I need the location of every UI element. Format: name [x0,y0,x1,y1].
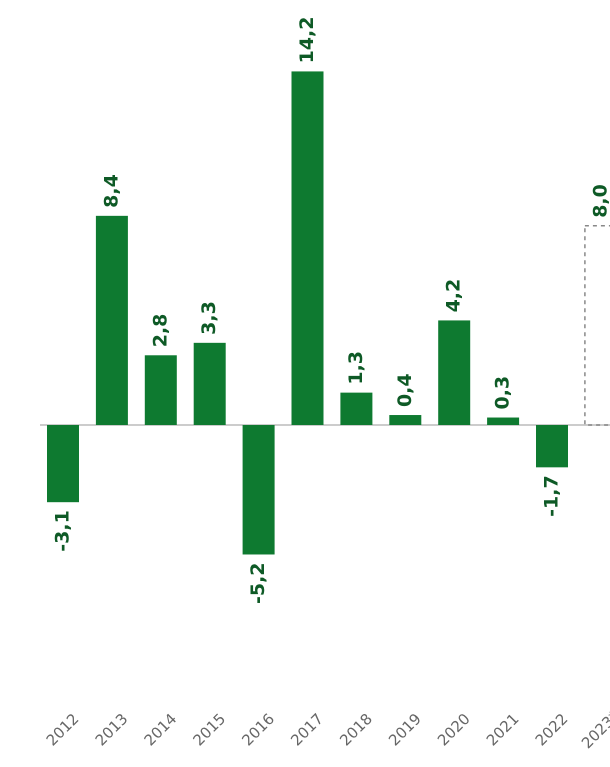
value-label: 8,0 [589,184,610,218]
value-label: 0,3 [492,376,514,410]
category-tick-label: 2021 [483,710,523,750]
bar-2017 [291,71,324,426]
category-tick-label: 2019 [385,710,425,750]
bar-2012 [47,425,79,503]
category-tick-label: 2013 [92,710,132,750]
category-tick-label: 2017 [287,710,327,750]
value-label: -3,1 [52,510,74,552]
category-tick-label: 2022 [532,710,572,750]
value-label: 1,3 [345,351,367,385]
bar-2023-forecast [584,225,610,426]
bar-2018 [340,392,373,425]
value-label: 4,2 [443,279,465,313]
value-label: -1,7 [541,475,563,517]
bar-2021 [487,417,520,425]
category-tick-label: 2012 [43,710,83,750]
bar-2015 [193,342,226,425]
bar-2020 [438,320,471,425]
value-label: 14,2 [296,17,318,64]
category-tick-label: 2015 [189,710,229,750]
value-label: -5,2 [247,562,269,604]
value-label: 0,4 [394,373,416,407]
category-tick-label: 2023* [578,707,610,752]
category-tick-label: 2018 [336,710,376,750]
bar-2016 [242,425,275,555]
bar-2019 [389,415,422,425]
category-tick-label: 2014 [141,710,181,750]
category-tick-label: 2020 [434,710,474,750]
value-label: 3,3 [198,301,220,335]
value-label: 8,4 [100,174,122,208]
bar-2014 [144,355,177,425]
value-label: 2,8 [149,314,171,348]
bar-2013 [95,215,128,425]
category-tick-label: 2016 [238,710,278,750]
bar-2022 [536,425,568,468]
